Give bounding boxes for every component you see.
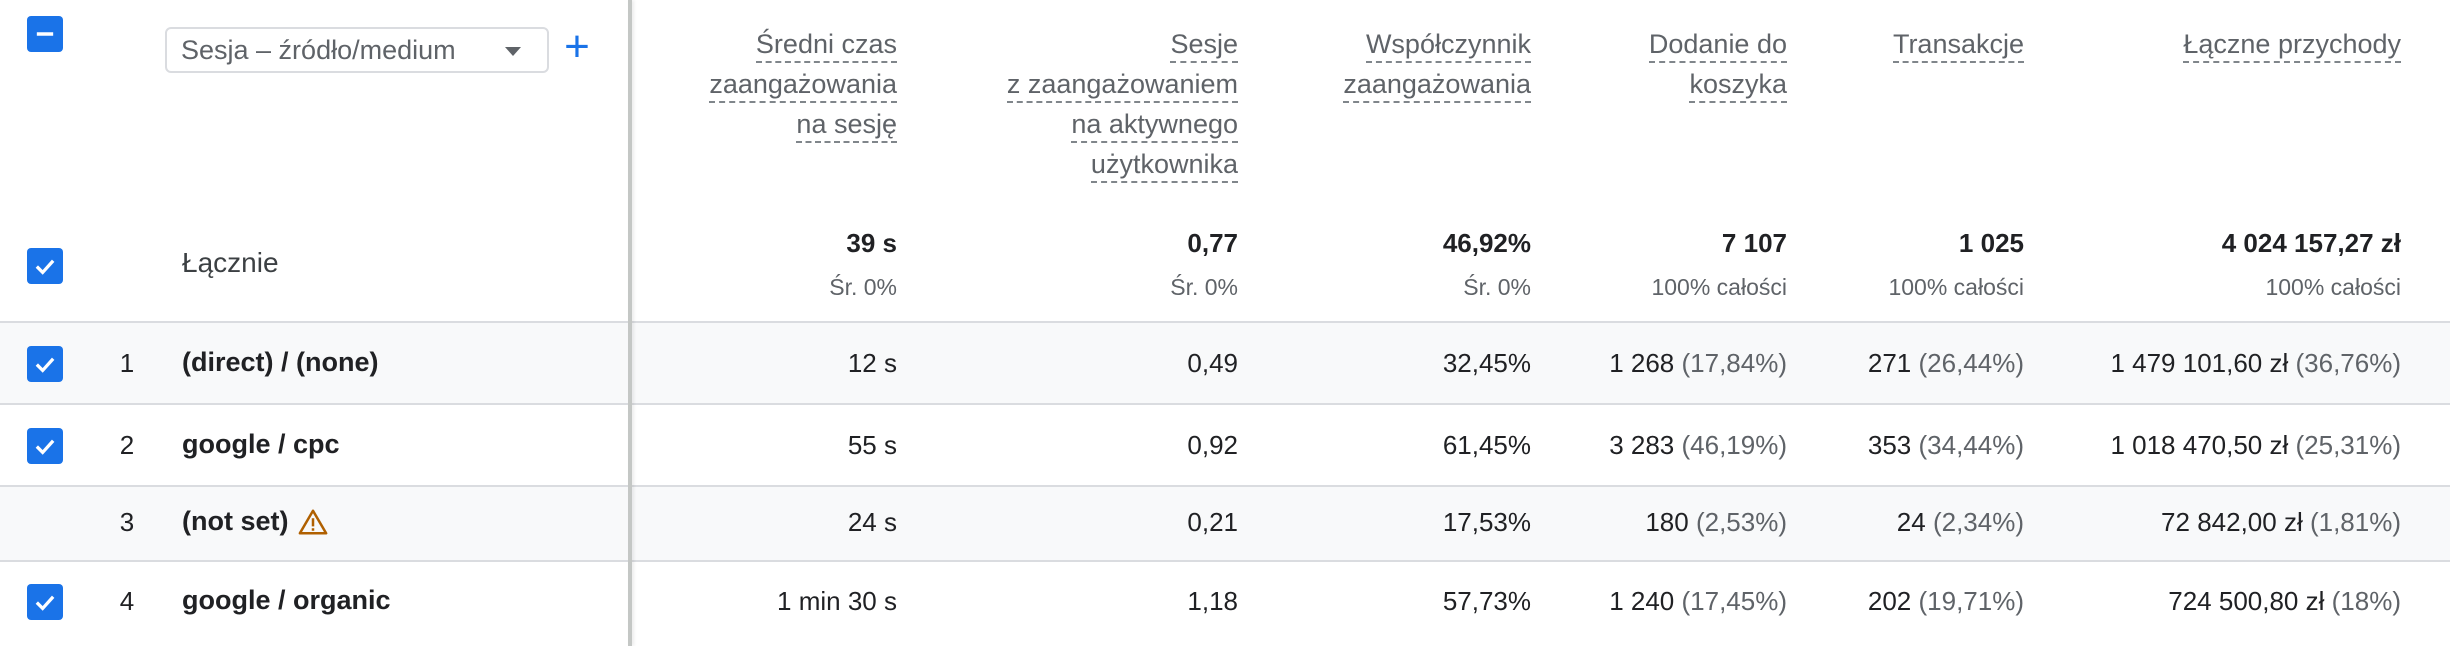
total-value: 46,92% [1442, 228, 1531, 258]
table-row[interactable]: 2 google / cpc 55 s 0,92 61,45% 3 283 (4… [0, 405, 2450, 487]
row-cell: 180 (2,53%) [1645, 507, 1787, 537]
row-cell: 57,73% [1442, 586, 1531, 616]
row-cell: 0,92 [1187, 430, 1238, 460]
row-cell: 24 s [847, 507, 897, 537]
total-sub: Śr. 0% [1463, 274, 1531, 300]
row-cell: 1 240 (17,45%) [1609, 586, 1787, 616]
total-value: 4 024 157,27 zł [2221, 228, 2401, 258]
row-rank: 1 [119, 348, 135, 378]
row-cell: 12 s [847, 348, 897, 378]
add-dimension-button[interactable]: + [564, 22, 590, 71]
table-header-row: Sesja – źródło/medium + Średni czas zaan… [0, 0, 2450, 192]
row-rank: 3 [119, 507, 135, 537]
row-cell: 271 (26,44%) [1867, 348, 2024, 378]
row-dimension[interactable]: (direct) / (none) [182, 347, 379, 377]
total-sub: 100% całości [2265, 274, 2401, 300]
row-rank: 4 [119, 586, 135, 616]
select-all-checkbox[interactable] [27, 16, 63, 52]
total-value: 1 025 [1958, 228, 2024, 258]
column-header-transactions[interactable]: Transakcje [1892, 24, 2024, 64]
total-value: 0,77 [1187, 228, 1238, 258]
column-header-engaged-sessions-per-user[interactable]: Sesje z zaangażowaniem na aktywnego użyt… [1006, 24, 1238, 184]
row-cell: 32,45% [1442, 348, 1531, 378]
row-cell: 3 283 (46,19%) [1609, 430, 1787, 460]
row-checkbox[interactable] [27, 584, 63, 620]
row-cell: 1 018 470,50 zł (25,31%) [2110, 430, 2401, 460]
row-cell: 1,18 [1187, 586, 1238, 616]
total-sub: 100% całości [1888, 274, 2024, 300]
column-header-engagement-rate[interactable]: Współczynnik zaangażowania [1343, 24, 1531, 104]
row-cell: 17,53% [1442, 507, 1531, 537]
checkbox-checked-icon [35, 595, 55, 611]
totals-checkbox[interactable] [27, 248, 63, 284]
checkbox-checked-icon [35, 439, 55, 455]
checkbox-checked-icon [35, 259, 55, 275]
row-cell: 55 s [847, 430, 897, 460]
row-cell: 1 min 30 s [777, 586, 897, 616]
total-sub: 100% całości [1651, 274, 1787, 300]
row-cell: 72 842,00 zł (1,81%) [2161, 507, 2401, 537]
row-rank: 2 [119, 430, 135, 460]
dimension-select-label: Sesja – źródło/medium [181, 34, 456, 65]
column-divider[interactable] [628, 0, 632, 646]
row-dimension[interactable]: (not set) [182, 506, 328, 537]
row-cell: 1 268 (17,84%) [1609, 348, 1787, 378]
table-row[interactable]: 1 (direct) / (none) 12 s 0,49 32,45% 1 2… [0, 323, 2450, 405]
row-cell: 1 479 101,60 zł (36,76%) [2110, 348, 2401, 378]
total-value: 7 107 [1721, 228, 1787, 258]
column-header-add-to-cart[interactable]: Dodanie do koszyka [1648, 24, 1787, 104]
total-sub: Śr. 0% [1170, 274, 1238, 300]
indeterminate-checkbox-icon [36, 32, 54, 36]
caret-down-icon [505, 47, 521, 56]
row-cell: 0,21 [1187, 507, 1238, 537]
checkbox-checked-icon [35, 357, 55, 373]
row-cell: 202 (19,71%) [1867, 586, 2024, 616]
row-dimension[interactable]: google / cpc [182, 429, 340, 459]
column-header-total-revenue[interactable]: Łączne przychody [2183, 24, 2401, 64]
total-sub: Śr. 0% [829, 274, 897, 300]
row-cell: 0,49 [1187, 348, 1238, 378]
column-header-avg-engagement-time[interactable]: Średni czas zaangażowania na sesję [709, 24, 897, 144]
row-cell: 353 (34,44%) [1867, 430, 2024, 460]
row-dimension[interactable]: google / organic [182, 585, 391, 615]
total-value: 39 s [846, 228, 897, 258]
row-cell: 24 (2,34%) [1896, 507, 2024, 537]
row-cell: 61,45% [1442, 430, 1531, 460]
table-row[interactable]: 4 google / organic 1 min 30 s 1,18 57,73… [0, 562, 2450, 646]
row-checkbox[interactable] [27, 428, 63, 464]
row-cell: 724 500,80 zł (18%) [2168, 586, 2401, 616]
table-row[interactable]: 3 (not set) 24 s 0,21 17,53% 180 (2,53%)… [0, 487, 2450, 562]
dimension-select[interactable]: Sesja – źródło/medium [165, 27, 549, 73]
row-checkbox[interactable] [27, 346, 63, 382]
totals-label: Łącznie [182, 247, 279, 278]
warning-triangle-icon[interactable] [298, 508, 328, 536]
totals-row: Łącznie 39 s Śr. 0% 0,77 Śr. 0% 46,92% Ś… [0, 192, 2450, 323]
